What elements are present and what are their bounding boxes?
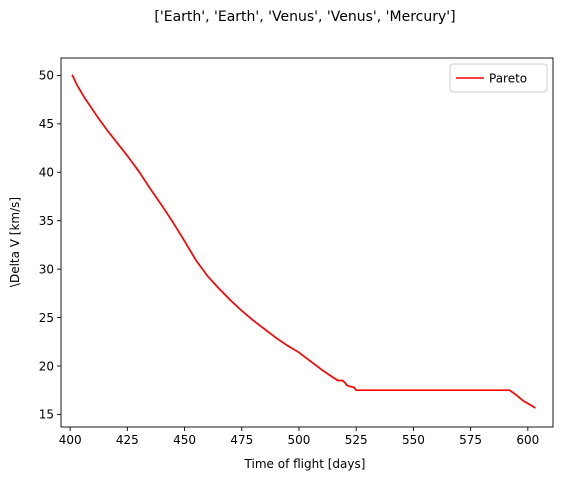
y-axis-label: \Delta V [km/s] [8, 197, 22, 287]
chart-title: ['Earth', 'Earth', 'Venus', 'Venus', 'Me… [154, 9, 455, 25]
y-tick-label: 30 [39, 262, 54, 276]
y-tick-label: 15 [39, 408, 54, 422]
series-layer [71, 74, 536, 409]
y-tick-label: 25 [39, 311, 54, 325]
y-tick-label: 20 [39, 359, 54, 373]
x-axis: 400 425 450 475 500 525 550 575 600 [59, 427, 539, 447]
x-tick-label: 525 [345, 433, 368, 447]
legend-label-pareto: Pareto [489, 72, 527, 86]
x-tick-label: 425 [116, 433, 139, 447]
x-tick-label: 450 [173, 433, 196, 447]
x-tick-label: 400 [59, 433, 82, 447]
x-tick-label: 475 [230, 433, 253, 447]
x-tick-label: 600 [516, 433, 539, 447]
series-line-pareto [71, 74, 536, 409]
y-axis: 15 20 25 30 35 40 45 50 [39, 69, 61, 422]
y-tick-label: 50 [39, 69, 54, 83]
legend-box [449, 63, 548, 93]
y-tick-label: 35 [39, 214, 54, 228]
plot-frame [60, 57, 554, 428]
x-tick-label: 550 [402, 433, 425, 447]
legend: Pareto [449, 63, 548, 93]
x-tick-label: 500 [288, 433, 311, 447]
x-tick-label: 575 [459, 433, 482, 447]
x-axis-label: Time of flight [days] [244, 457, 366, 471]
y-tick-label: 40 [39, 166, 54, 180]
y-tick-label: 45 [39, 117, 54, 131]
